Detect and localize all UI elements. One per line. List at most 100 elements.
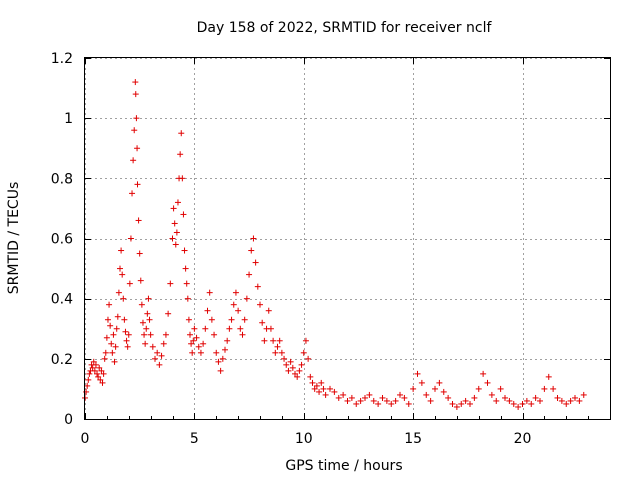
data-point <box>96 364 103 371</box>
data-point <box>298 361 305 368</box>
data-point <box>294 373 301 380</box>
data-point <box>224 337 231 344</box>
data-point <box>124 343 131 350</box>
data-point <box>200 340 207 347</box>
data-point <box>348 394 355 401</box>
data-point <box>248 247 255 254</box>
data-point <box>183 280 190 287</box>
data-point <box>190 337 197 344</box>
data-point <box>276 337 283 344</box>
y-tick-label: 0.8 <box>51 171 73 187</box>
data-point <box>102 349 109 356</box>
data-point <box>488 391 495 398</box>
data-point <box>453 403 460 410</box>
data-point <box>239 331 246 338</box>
data-point <box>108 340 115 347</box>
y-tick-labels: 0 0.2 0.4 0.6 0.8 1 1.2 <box>51 51 73 428</box>
data-point <box>170 205 177 212</box>
data-point <box>204 307 211 314</box>
data-point <box>160 340 167 347</box>
data-point <box>113 325 120 332</box>
y-tick-label: 0.2 <box>51 352 73 368</box>
data-point <box>86 370 93 377</box>
data-point <box>101 355 108 362</box>
x-axis-label: GPS time / hours <box>285 458 402 474</box>
data-point <box>133 115 140 122</box>
data-point <box>379 394 386 401</box>
data-point <box>112 343 119 350</box>
y-tick-label: 0.6 <box>51 232 73 248</box>
data-point <box>357 397 364 404</box>
data-point <box>178 130 185 137</box>
chart-title: Day 158 of 2022, SRMTID for receiver ncl… <box>197 20 493 36</box>
data-point <box>497 385 504 392</box>
data-point <box>115 289 122 296</box>
data-point <box>226 325 233 332</box>
data-point <box>537 397 543 404</box>
data-point <box>146 316 153 323</box>
data-point <box>131 127 138 134</box>
data-point <box>230 301 237 308</box>
x-tick-label: 20 <box>514 431 532 447</box>
data-point <box>243 295 250 302</box>
x-tick-label: 0 <box>81 431 90 447</box>
data-point <box>135 217 142 224</box>
data-point <box>541 385 548 392</box>
data-point <box>375 400 382 407</box>
data-point <box>215 358 222 365</box>
data-point <box>89 364 96 371</box>
data-point <box>285 367 292 374</box>
data-point <box>177 151 184 158</box>
data-point <box>445 394 452 401</box>
data-point <box>208 316 215 323</box>
data-point <box>117 265 123 272</box>
data-point <box>137 277 144 284</box>
data-point <box>327 385 333 392</box>
data-point <box>139 319 146 326</box>
y-tick-label: 0 <box>64 412 73 428</box>
data-point <box>320 385 327 392</box>
data-point <box>392 397 399 404</box>
data-point <box>217 367 224 374</box>
x-tick-labels: 0 5 10 15 20 <box>81 431 532 447</box>
data-point <box>122 328 129 335</box>
data-point <box>103 334 110 341</box>
data-point <box>250 235 257 242</box>
x-tick-label: 10 <box>295 431 313 447</box>
data-point <box>147 331 154 338</box>
data-point <box>162 331 169 338</box>
data-point <box>98 367 105 374</box>
data-point <box>366 391 373 398</box>
data-point <box>188 340 195 347</box>
data-point <box>167 280 174 287</box>
data-point <box>187 331 193 338</box>
y-axis-label: SRMTID / TECUs <box>6 182 22 295</box>
data-point <box>545 373 552 380</box>
grid-layer <box>85 58 610 420</box>
data-point <box>353 400 360 407</box>
data-point <box>252 259 259 266</box>
data-point <box>471 394 478 401</box>
data-point <box>104 316 111 323</box>
x-tick-label: 15 <box>404 431 422 447</box>
data-point <box>502 394 508 401</box>
data-point <box>165 310 172 317</box>
data-point <box>305 355 312 362</box>
data-point <box>427 397 434 404</box>
data-point <box>142 340 149 347</box>
data-point <box>119 271 126 278</box>
data-point <box>169 235 176 242</box>
data-point <box>362 394 368 401</box>
data-point <box>90 358 97 365</box>
data-point <box>383 397 390 404</box>
data-point <box>309 379 316 386</box>
data-point <box>267 325 274 332</box>
data-point <box>171 220 178 227</box>
data-point <box>532 394 539 401</box>
tick-layer <box>85 58 611 420</box>
data-point <box>179 175 186 182</box>
data-point <box>519 400 526 407</box>
data-point <box>506 397 513 404</box>
data-point <box>95 373 102 380</box>
